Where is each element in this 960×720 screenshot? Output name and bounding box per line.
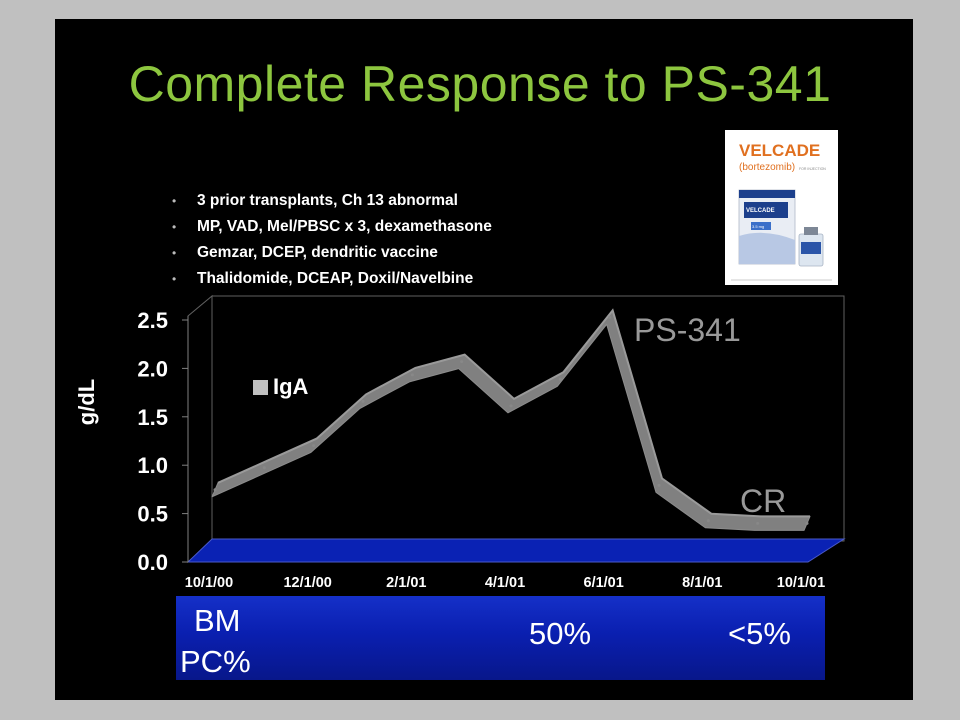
x-tick-label: 12/1/00 bbox=[283, 575, 331, 591]
annotation-ps341: PS-341 bbox=[634, 312, 741, 348]
data-point-iga bbox=[361, 399, 365, 403]
y-tick-label: 0.0 bbox=[137, 550, 168, 575]
legend-swatch bbox=[253, 380, 268, 395]
data-point-iga bbox=[312, 444, 316, 448]
series-iga bbox=[211, 308, 811, 531]
bullet-icon: • bbox=[172, 246, 177, 260]
chart-back-wall bbox=[211, 295, 845, 542]
y-tick-label: 1.5 bbox=[137, 405, 168, 430]
brand-text: VELCADE bbox=[739, 141, 820, 160]
bm-pc-panel: BM PC% 50% <5% bbox=[176, 596, 825, 680]
y-tick-label: 0.5 bbox=[137, 502, 168, 527]
data-point-iga bbox=[608, 315, 612, 319]
x-tick-label: 8/1/01 bbox=[682, 575, 722, 591]
data-point-iga bbox=[213, 488, 217, 492]
data-point-iga bbox=[509, 404, 513, 408]
bullet-text: 3 prior transplants, Ch 13 abnormal bbox=[197, 192, 458, 209]
annotation-cr: CR bbox=[740, 483, 786, 519]
bullet-text: Gemzar, DCEP, dendritic vaccine bbox=[197, 244, 438, 261]
data-point-iga bbox=[460, 360, 464, 364]
y-axis-ticks: 0.0 0.5 1.0 1.5 2.0 2.5 bbox=[137, 308, 188, 575]
data-point-iga bbox=[706, 519, 710, 523]
slide-title: Complete Response to PS-341 bbox=[128, 56, 832, 112]
y-tick-label: 2.0 bbox=[137, 356, 168, 381]
data-point-iga bbox=[756, 521, 760, 525]
x-tick-label: 10/1/00 bbox=[185, 575, 233, 591]
pc-label: PC% bbox=[180, 644, 251, 679]
y-tick-label: 1.0 bbox=[137, 453, 168, 478]
bullet-item: • Thalidomide, DCEAP, Doxil/Navelbine bbox=[172, 266, 492, 292]
data-point-iga bbox=[558, 377, 562, 381]
data-point-iga bbox=[805, 521, 809, 525]
box-label: VELCADE bbox=[746, 208, 775, 214]
chart-side-wall bbox=[187, 294, 213, 564]
data-point-iga bbox=[262, 466, 266, 470]
x-tick-label: 10/1/01 bbox=[777, 575, 825, 591]
legend-label: IgA bbox=[273, 374, 309, 399]
brand-subtitle: (bortezomib) bbox=[739, 162, 795, 173]
x-tick-label: 4/1/01 bbox=[485, 575, 525, 591]
bullet-text: Thalidomide, DCEAP, Doxil/Navelbine bbox=[197, 270, 474, 287]
bullet-item: • 3 prior transplants, Ch 13 abnormal bbox=[172, 188, 492, 214]
bullet-icon: • bbox=[172, 220, 177, 234]
series-iga-line bbox=[217, 308, 810, 518]
y-tick-label: 2.5 bbox=[137, 308, 168, 333]
data-point-iga bbox=[657, 483, 661, 487]
bm-value-mid: 50% bbox=[529, 616, 592, 651]
bm-value-end: <5% bbox=[728, 616, 791, 651]
bullet-text: MP, VAD, Mel/PBSC x 3, dexamethasone bbox=[197, 218, 492, 235]
y-axis-label: g/dL bbox=[74, 379, 99, 425]
data-point-iga bbox=[410, 373, 414, 377]
bullet-item: • MP, VAD, Mel/PBSC x 3, dexamethasone bbox=[172, 214, 492, 240]
bullet-list: • 3 prior transplants, Ch 13 abnormal • MP… bbox=[172, 188, 492, 292]
bullet-item: • Gemzar, DCEP, dendritic vaccine bbox=[172, 240, 492, 266]
chart-floor bbox=[186, 538, 846, 563]
bullet-icon: • bbox=[172, 272, 177, 286]
product-image: VELCADE (bortezomib) FOR INJECTION VELCA… bbox=[725, 130, 838, 285]
dose-label: 3.5 mg bbox=[752, 224, 764, 229]
x-tick-label: 6/1/01 bbox=[584, 575, 624, 591]
velcade-package-icon: VELCADE (bortezomib) FOR INJECTION VELCA… bbox=[725, 130, 838, 285]
x-axis-ticks: 10/1/00 12/1/00 2/1/01 4/1/01 6/1/01 8/1/01 10… bbox=[185, 575, 825, 591]
brand-subtitle-small: FOR INJECTION bbox=[799, 167, 826, 171]
x-tick-label: 2/1/01 bbox=[386, 575, 426, 591]
bullet-icon: • bbox=[172, 194, 177, 208]
bm-label: BM bbox=[194, 603, 241, 638]
